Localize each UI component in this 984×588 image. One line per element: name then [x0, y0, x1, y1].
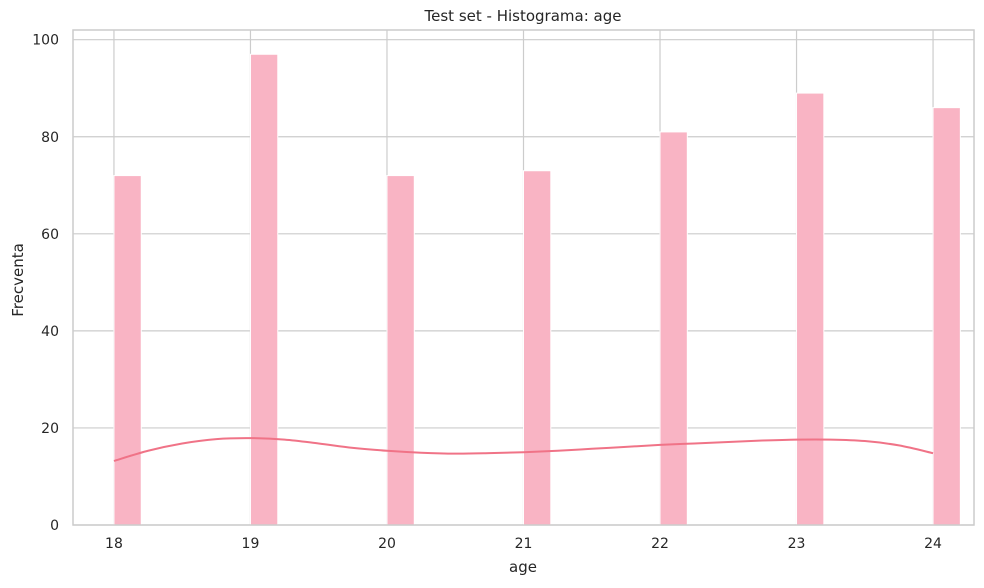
- x-tick-label: 24: [924, 536, 942, 552]
- y-tick-label: 80: [41, 130, 59, 146]
- x-axis-label: age: [509, 558, 537, 576]
- x-axis-ticks: 18 19 20 21 22 23 24: [105, 536, 942, 552]
- y-tick-label: 20: [41, 421, 59, 437]
- y-tick-label: 60: [41, 227, 59, 243]
- x-tick-label: 18: [105, 536, 123, 552]
- y-axis-ticks: 0 20 40 60 80 100: [32, 33, 59, 534]
- histogram-bar: [249, 53, 279, 526]
- y-axis-label: Frecventa: [9, 243, 27, 317]
- y-tick-label: 40: [41, 324, 59, 340]
- x-tick-label: 22: [651, 536, 669, 552]
- chart-title: Test set - Histograma: age: [424, 7, 622, 25]
- histogram-bars: [113, 53, 961, 526]
- plot-frame: [72, 29, 975, 526]
- x-tick-label: 20: [378, 536, 396, 552]
- kde-curve-group: [113, 437, 934, 462]
- x-tick-label: 19: [242, 536, 260, 552]
- y-tick-label: 100: [32, 33, 59, 49]
- histogram-bar: [932, 107, 961, 526]
- histogram-bar: [659, 131, 688, 526]
- histogram-bar: [113, 175, 142, 526]
- plot-border: [72, 29, 975, 526]
- x-tick-label: 23: [788, 536, 806, 552]
- histogram-bar: [796, 92, 825, 526]
- histogram-bar: [386, 175, 415, 526]
- histogram-bar: [523, 170, 552, 526]
- y-tick-label: 0: [50, 518, 59, 534]
- kde-curve: [113, 437, 934, 462]
- x-tick-label: 21: [515, 536, 533, 552]
